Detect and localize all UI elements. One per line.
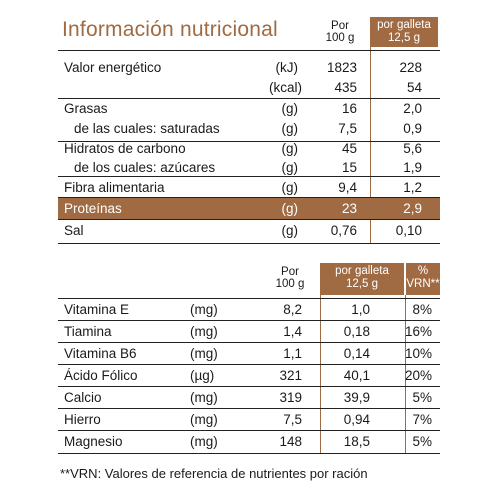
header-per-portion: por galleta 12,5 g [370,17,438,47]
table1-rule [58,98,440,99]
row-unit: (mg) [190,390,218,405]
table2-rule [58,342,440,343]
row-unit: (g) [281,101,299,116]
row-unit: (kcal) [269,80,302,95]
table1-rule [58,141,440,142]
table2-rule [58,408,440,409]
row-value-vrn: 16% [404,324,432,339]
table2-rule [58,298,440,299]
row-value-100g: 8,2 [283,302,302,317]
row-value-portion: 0,18 [343,324,370,339]
row-label: Ácido Fólico [64,368,138,383]
row-value-100g: 9,4 [338,180,357,195]
row-unit: (g) [281,141,299,156]
table2-rule [58,430,440,431]
row-label: Tiamina [64,324,112,339]
row-value-100g: 319 [279,390,302,405]
row-value-vrn: 7% [412,412,432,427]
row-label: Valor energético [64,60,162,75]
header-per-portion: por galleta 12,5 g [320,263,404,295]
row-unit: (g) [281,160,299,175]
row-value-100g: 435 [334,80,357,95]
row-unit: (mg) [190,302,218,317]
row-unit: (µg) [190,368,215,383]
row-value-100g: 1,1 [283,346,302,361]
row-value-portion: 1,0 [351,302,370,317]
row-value-vrn: 10% [404,346,432,361]
table1-rule [58,243,440,244]
table2-column-divider [405,295,406,453]
row-value-vrn: 5% [412,390,432,405]
header-per-100g: Por 100 g [325,20,355,44]
page-title: Información nutricional [62,18,278,41]
row-value-100g: 23 [341,201,357,216]
row-value-portion: 0,10 [395,223,422,238]
footnote: **VRN: Valores de referencia de nutrient… [60,466,368,481]
row-value-portion: 2,0 [403,101,422,116]
row-unit: (g) [281,180,299,195]
row-value-100g: 1823 [326,60,357,75]
row-value-100g: 148 [279,434,302,449]
row-unit: (mg) [190,324,218,339]
row-label: Hidratos de carbono [64,141,186,156]
table1-rule [58,197,440,198]
row-label: Grasas [64,101,108,116]
header-vrn: % VRN** [406,263,440,295]
row-unit: (mg) [190,346,218,361]
row-value-100g: 321 [279,368,302,383]
row-unit: (g) [281,223,299,238]
row-label: Sal [64,223,84,238]
row-label: Vitamina E [64,302,130,317]
row-value-100g: 45 [341,141,357,156]
row-value-100g: 16 [341,101,357,116]
row-value-100g: 15 [341,160,357,175]
row-value-100g: 7,5 [283,412,302,427]
row-unit: (g) [281,201,299,216]
header-per-100g: Por 100 g [275,266,305,290]
row-value-vrn: 20% [404,368,432,383]
row-label: Hierro [64,412,101,427]
row-value-portion: 54 [406,80,422,95]
table2-rule [58,386,440,387]
row-value-vrn: 8% [412,302,432,317]
row-value-portion: 228 [399,60,422,75]
row-label: Proteínas [64,201,122,216]
row-value-100g: 0,76 [330,223,357,238]
row-label: Calcio [64,390,102,405]
row-value-portion: 40,1 [343,368,370,383]
row-label: de las cuales: saturadas [74,121,220,136]
row-value-100g: 1,4 [283,324,302,339]
row-value-portion: 0,14 [343,346,370,361]
table1-rule [58,219,440,220]
highlight-row-proteinas [58,198,440,219]
row-unit: (g) [281,121,299,136]
row-value-portion: 5,6 [403,141,422,156]
table1-rule [58,50,440,51]
row-value-portion: 18,5 [343,434,370,449]
row-unit: (mg) [190,434,218,449]
row-value-portion: 1,9 [403,160,422,175]
row-label: Fibra alimentaria [64,180,165,195]
row-value-portion: 1,2 [403,180,422,195]
table2-rule [58,320,440,321]
table2-rule [58,453,440,454]
row-label: Vitamina B6 [64,346,137,361]
row-unit: (mg) [190,412,218,427]
row-unit: (kJ) [275,60,299,75]
row-value-portion: 39,9 [343,390,370,405]
table1-column-divider [370,47,371,243]
row-value-portion: 0,9 [403,121,422,136]
table2-column-divider [320,295,321,453]
row-value-100g: 7,5 [338,121,357,136]
row-value-vrn: 5% [412,434,432,449]
row-label: de los cuales: azúcares [74,160,216,175]
row-label: Magnesio [64,434,123,449]
row-value-portion: 0,94 [343,412,370,427]
table2-rule [58,364,440,365]
row-value-portion: 2,9 [403,201,422,216]
table1-rule [58,176,440,177]
